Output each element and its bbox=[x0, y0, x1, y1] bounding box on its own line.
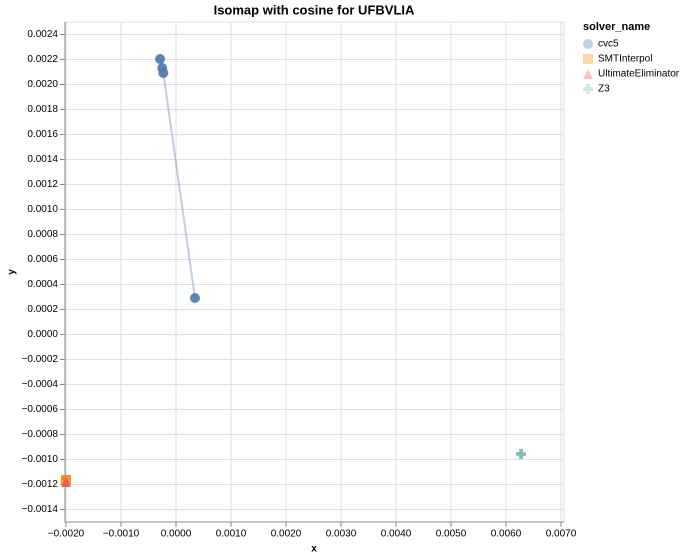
y-tick-label: 0.0018 bbox=[27, 104, 58, 115]
x-tick-label: −0.0010 bbox=[103, 529, 140, 540]
y-tick-label: −0.0008 bbox=[22, 429, 59, 440]
x-axis-title: x bbox=[311, 544, 317, 555]
y-tick-label: 0.0010 bbox=[27, 204, 58, 215]
connector-line bbox=[159, 58, 196, 299]
y-tick-label: 0.0004 bbox=[27, 279, 58, 290]
legend-label: SMTInterpol bbox=[598, 54, 652, 65]
chart-title: Isomap with cosine for UFBVLIA bbox=[214, 2, 415, 17]
y-tick-label: 0.0016 bbox=[27, 129, 58, 140]
y-tick-label: 0.0022 bbox=[27, 54, 58, 65]
point bbox=[61, 477, 71, 487]
x-tick-label: 0.0030 bbox=[326, 529, 357, 540]
x-tick-label: −0.0020 bbox=[48, 529, 85, 540]
x-tick-label: 0.0040 bbox=[381, 529, 412, 540]
legend-label: Z3 bbox=[598, 84, 610, 95]
point bbox=[155, 54, 166, 64]
y-tick-label: −0.0014 bbox=[22, 504, 59, 515]
y-tick-label: 0.0006 bbox=[27, 254, 58, 265]
x-tick-label: 0.0000 bbox=[161, 529, 192, 540]
legend-label: UltimateEliminator bbox=[598, 69, 680, 80]
legend-title: solver_name bbox=[583, 21, 650, 33]
x-tick-label: 0.0010 bbox=[216, 529, 247, 540]
y-tick-label: 0.0020 bbox=[27, 79, 58, 90]
plot-frame bbox=[64, 21, 565, 523]
y-tick-label: 0.0024 bbox=[27, 29, 58, 40]
y-tick-label: 0.0000 bbox=[27, 329, 58, 340]
x-tick-label: 0.0050 bbox=[436, 529, 467, 540]
legend-label: cvc5 bbox=[598, 39, 619, 50]
y-tick-label: −0.0002 bbox=[22, 354, 59, 365]
point bbox=[516, 449, 527, 460]
legend-symbol bbox=[583, 84, 593, 94]
x-tick-label: 0.0060 bbox=[491, 529, 522, 540]
y-tick-label: −0.0010 bbox=[22, 454, 59, 465]
y-tick-label: −0.0004 bbox=[22, 379, 59, 390]
y-tick-label: −0.0006 bbox=[22, 404, 59, 415]
x-tick-label: 0.0070 bbox=[546, 529, 577, 540]
point bbox=[158, 68, 169, 78]
legend-symbol bbox=[583, 69, 593, 79]
y-tick-label: −0.0012 bbox=[22, 479, 59, 490]
point bbox=[189, 293, 200, 303]
y-tick-label: 0.0002 bbox=[27, 304, 58, 315]
legend-symbol bbox=[583, 54, 593, 64]
y-tick-label: 0.0008 bbox=[27, 229, 58, 240]
y-tick-label: 0.0012 bbox=[27, 179, 58, 190]
y-axis-title: y bbox=[7, 269, 18, 275]
legend-symbol bbox=[583, 39, 593, 49]
y-tick-label: 0.0014 bbox=[27, 154, 58, 165]
x-tick-label: 0.0020 bbox=[271, 529, 302, 540]
